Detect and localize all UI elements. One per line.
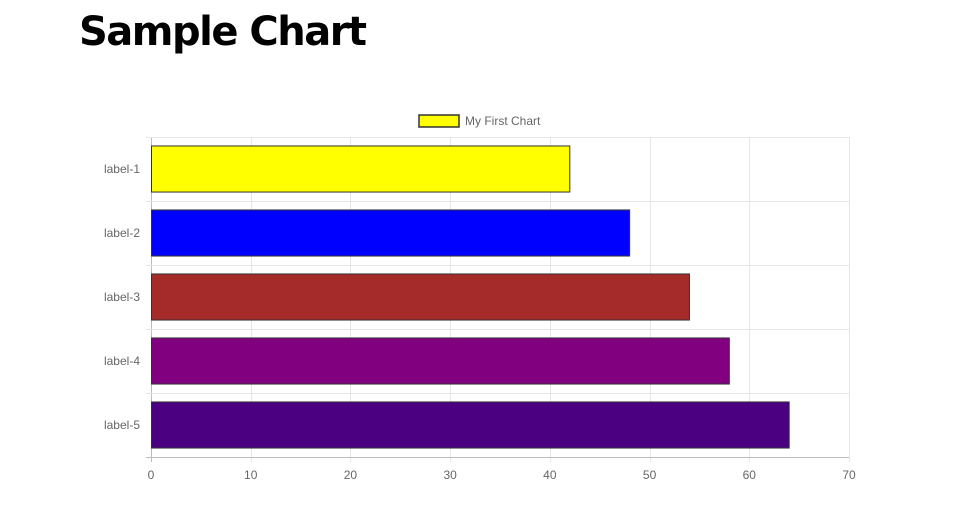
bar-label-4[interactable]	[151, 337, 730, 385]
bar-label-2[interactable]	[151, 209, 631, 257]
y-tick-label: label-3	[104, 290, 140, 304]
page-title: Sample Chart	[79, 9, 367, 55]
bar-label-1[interactable]	[151, 145, 571, 193]
y-tick-label: label-2	[104, 226, 140, 240]
x-tick-label: 70	[842, 468, 856, 482]
x-tick-label: 60	[743, 468, 757, 482]
y-tick-label: label-5	[104, 418, 140, 432]
x-tick-label: 30	[443, 468, 457, 482]
chart-axes: 0 10 20 30 40 50 60 70 label-1 label-2 label-3 labe…	[104, 162, 856, 482]
x-tick-label: 10	[244, 468, 258, 482]
bar-label-5[interactable]	[151, 401, 790, 449]
x-tick-label: 0	[148, 468, 155, 482]
y-tick-label: label-4	[104, 354, 140, 368]
chart-bars	[151, 145, 790, 449]
x-tick-label: 50	[643, 468, 657, 482]
y-tick-label: label-1	[104, 162, 140, 176]
bar-label-3[interactable]	[151, 273, 690, 321]
x-tick-label: 40	[543, 468, 557, 482]
legend-swatch[interactable]	[418, 114, 460, 128]
legend-label[interactable]: My First Chart	[465, 114, 541, 128]
x-tick-label: 20	[344, 468, 358, 482]
chart-legend[interactable]: My First Chart	[418, 114, 541, 128]
